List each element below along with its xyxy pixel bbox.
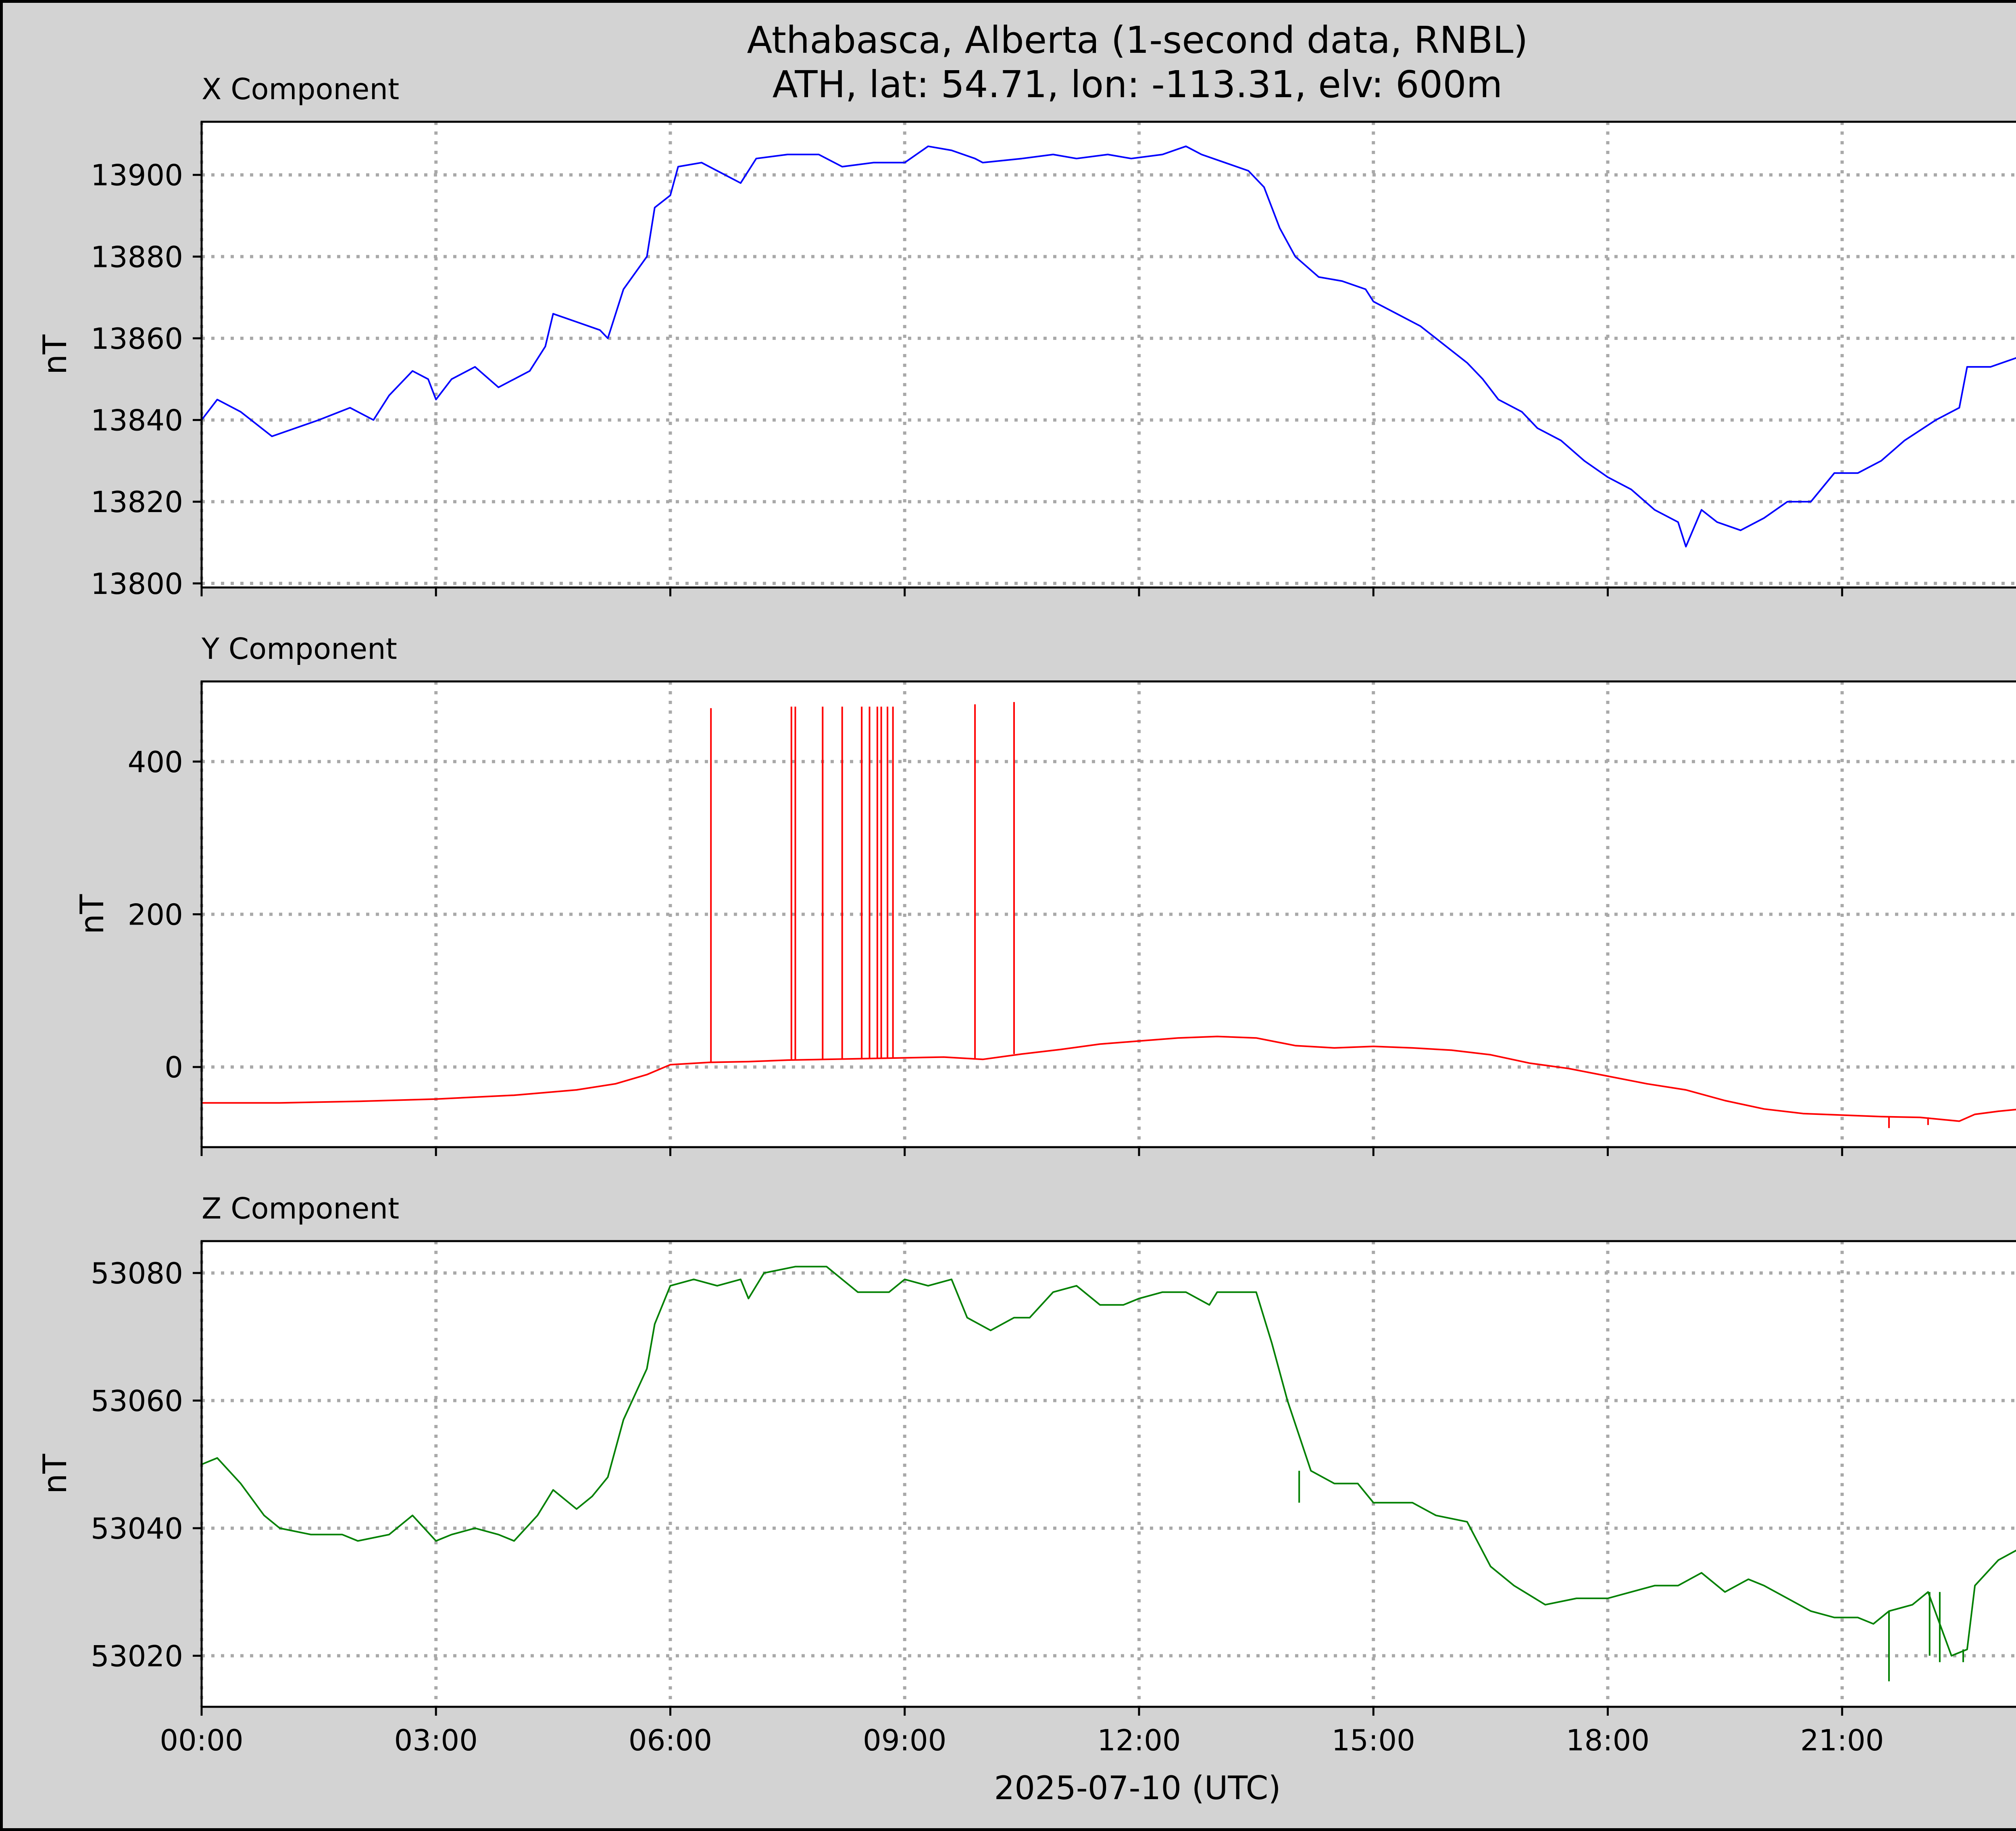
y-tick-label: 13840: [91, 404, 183, 437]
y-tick-label: 13800: [91, 567, 183, 601]
y-component-series-line: [202, 1035, 2016, 1122]
plot-area: [202, 1241, 2016, 1707]
y-component-title: Y Component: [201, 632, 397, 666]
x-component-title: X Component: [202, 72, 399, 106]
x-tick-label: 18:00: [1566, 1723, 1650, 1757]
x-tick-label: 15:00: [1332, 1723, 1416, 1757]
x-axis-label: 2025-07-10 (UTC): [994, 1769, 1281, 1807]
y-tick-label: 53060: [91, 1384, 183, 1418]
panel-x-component: 13800 13820 13840 13860 13880 13900 X Componen…: [36, 72, 2016, 601]
y-tick-label: 53020: [91, 1639, 183, 1673]
y-tick-label: 0: [165, 1050, 183, 1084]
z-component-title: Z Component: [202, 1192, 399, 1225]
x-component-y-axis-label: nT: [36, 334, 74, 375]
x-tick-label: 06:00: [629, 1723, 712, 1757]
z-component-y-axis-label: nT: [36, 1454, 74, 1494]
chart-subtitle: ATH, lat: 54.71, lon: -113.31, elv: 600m: [773, 63, 1503, 106]
y-tick-label: 13900: [91, 158, 183, 192]
y-component-y-axis-label: nT: [73, 894, 111, 935]
x-tick-label: 00:00: [160, 1723, 244, 1757]
x-tick-label: 21:00: [1800, 1723, 1884, 1757]
y-tick-label: 53080: [91, 1256, 183, 1290]
panel-y-component: 0 200 400 Y Component nT: [73, 632, 2016, 1156]
x-tick-label: 03:00: [394, 1723, 478, 1757]
panel-z-component: 53020 53040 53060 53080 00:00 03:00 06:00 09:00…: [36, 1192, 2016, 1757]
x-tick-label: 12:00: [1097, 1723, 1181, 1757]
y-tick-label: 13880: [91, 240, 183, 274]
y-tick-label: 53040: [91, 1512, 183, 1546]
y-tick-label: 13820: [91, 485, 183, 519]
y-tick-label: 400: [128, 745, 183, 779]
y-tick-label: 200: [128, 898, 183, 932]
y-tick-label: 13860: [91, 322, 183, 356]
chart-svg: Athabasca, Alberta (1-second data, RNBL)…: [36, 19, 2016, 1807]
chart-title: Athabasca, Alberta (1-second data, RNBL): [747, 19, 1528, 62]
x-component-series-line: [201, 145, 2016, 548]
z-component-series-line: [201, 1266, 2016, 1657]
x-tick-label: 09:00: [863, 1723, 947, 1757]
plot-area: [202, 122, 2016, 587]
